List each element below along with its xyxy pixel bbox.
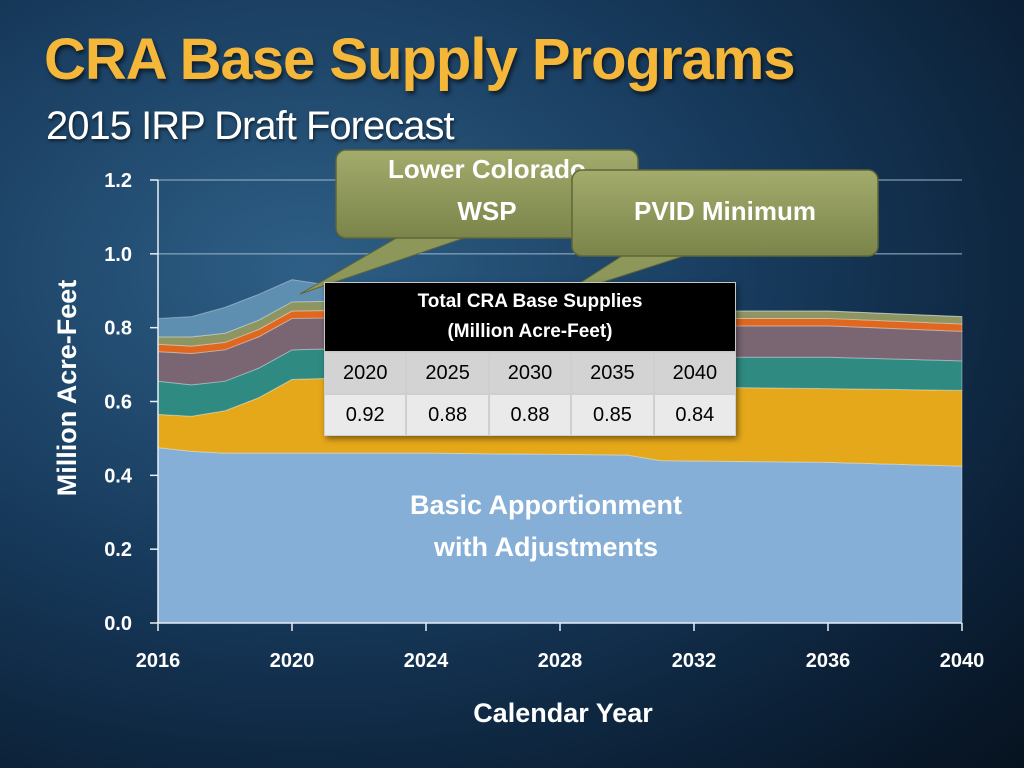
lower-colorado-callout: Lower Colorado WSP bbox=[299, 149, 639, 295]
basic-apportionment-label-line1: Basic Apportionment bbox=[410, 490, 682, 520]
x-tick-label: 2016 bbox=[136, 650, 181, 672]
x-tick-label: 2032 bbox=[672, 650, 717, 672]
y-axis-title: Million Acre-Feet bbox=[52, 280, 82, 497]
y-tick-label: 0.6 bbox=[104, 392, 132, 414]
pvid-callout: PVID Minimum bbox=[559, 169, 879, 297]
table-value-cell: 0.88 bbox=[488, 394, 572, 436]
table-value-cell: 0.85 bbox=[571, 394, 654, 436]
table-header-line1: Total CRA Base Supplies bbox=[417, 291, 643, 312]
total-supplies-table: Total CRA Base Supplies (Million Acre-Fe… bbox=[324, 282, 737, 436]
table-year-cell: 2040 bbox=[653, 352, 737, 394]
table-year-cell: 2035 bbox=[571, 352, 654, 394]
x-tick-label: 2040 bbox=[940, 650, 985, 672]
y-tick-label: 1.2 bbox=[104, 170, 132, 192]
slide-subtitle: 2015 IRP Draft Forecast bbox=[46, 104, 455, 148]
table-header: Total CRA Base Supplies (Million Acre-Fe… bbox=[324, 282, 736, 352]
axes bbox=[150, 179, 963, 631]
table-year-row: 2020 2025 2030 2035 2040 bbox=[324, 352, 737, 394]
x-tick-label: 2036 bbox=[806, 650, 851, 672]
table-value-cell: 0.88 bbox=[406, 394, 489, 436]
tick-labels: 0.0 0.2 0.4 0.6 0.8 1.0 1.2 2016 2020 2024 2028 203… bbox=[104, 170, 984, 672]
table-value-row: 0.92 0.88 0.88 0.85 0.84 bbox=[324, 394, 737, 436]
basic-apportionment-label-line2: with Adjustments bbox=[433, 532, 658, 562]
table-year-cell: 2030 bbox=[488, 352, 572, 394]
x-axis-title: Calendar Year bbox=[473, 698, 653, 728]
table-year-cell: 2025 bbox=[406, 352, 489, 394]
lower-colorado-callout-line2: WSP bbox=[457, 196, 516, 226]
x-tick-label: 2024 bbox=[404, 650, 449, 672]
table-header-line2: (Million Acre-Feet) bbox=[447, 321, 613, 342]
lower-colorado-callout-line1: Lower Colorado bbox=[388, 154, 586, 184]
table-value-cell: 0.92 bbox=[324, 394, 407, 436]
y-tick-label: 0.8 bbox=[104, 318, 132, 340]
pvid-callout-box bbox=[571, 169, 879, 257]
area-series-4 bbox=[157, 308, 963, 355]
table-value-cell: 0.84 bbox=[653, 394, 737, 436]
y-tick-label: 0.2 bbox=[104, 539, 132, 561]
table-year-cell: 2020 bbox=[324, 352, 407, 394]
y-tick-label: 0.4 bbox=[104, 465, 133, 487]
x-tick-label: 2028 bbox=[538, 650, 583, 672]
y-tick-label: 1.0 bbox=[104, 244, 132, 266]
y-tick-label: 0.0 bbox=[104, 613, 132, 635]
x-tick-label: 2020 bbox=[270, 650, 315, 672]
pvid-callout-label: PVID Minimum bbox=[634, 196, 816, 226]
slide-title: CRA Base Supply Programs bbox=[44, 27, 796, 92]
